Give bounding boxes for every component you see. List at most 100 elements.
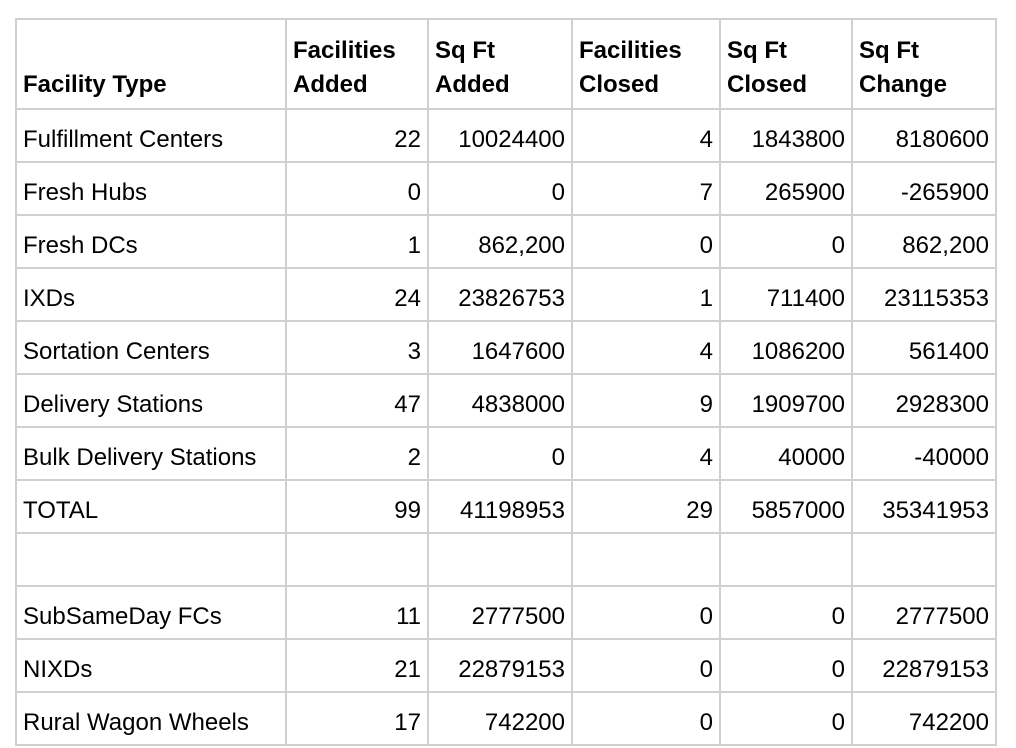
- cell-sqft-closed: 711400: [719, 267, 853, 322]
- header-line: Sq Ft: [727, 37, 787, 64]
- cell-sqft-closed: 5857000: [719, 479, 853, 534]
- cell-facilities-closed: 0: [571, 214, 721, 269]
- cell-sqft-closed: 0: [719, 214, 853, 269]
- facility-table: Facility Type Facilities Added Sq Ft Add…: [15, 18, 997, 746]
- cell-facilities-closed: 4: [571, 320, 721, 375]
- cell-sqft-added: 22879153: [427, 638, 573, 693]
- cell-facility-type: Delivery Stations: [15, 373, 287, 428]
- cell-facilities-closed: 0: [571, 638, 721, 693]
- cell-sqft-added: 10024400: [427, 108, 573, 163]
- cell-facility-type: Rural Wagon Wheels: [15, 691, 287, 746]
- cell-facilities-added: 22: [285, 108, 429, 163]
- cell-facilities-added: 2: [285, 426, 429, 481]
- header-line: Facilities: [579, 37, 682, 64]
- cell-sqft-change: 35341953: [851, 479, 997, 534]
- cell-facilities-closed: 9: [571, 373, 721, 428]
- cell-facilities-closed: 0: [571, 691, 721, 746]
- cell-facilities-added: 17: [285, 691, 429, 746]
- header-line: Closed: [579, 71, 660, 98]
- total-row: TOTAL 99 41198953 29 5857000 35341953: [15, 479, 997, 534]
- cell-sqft-closed: 1909700: [719, 373, 853, 428]
- cell-sqft-added: 0: [427, 161, 573, 216]
- header-facilities-added: Facilities Added: [285, 18, 429, 110]
- cell-sqft-change: [851, 532, 997, 587]
- table-row: IXDs 24 23826753 1 711400 23115353: [15, 267, 997, 322]
- cell-facilities-closed: 1: [571, 267, 721, 322]
- table-row: Fresh Hubs 0 0 7 265900 -265900: [15, 161, 997, 216]
- cell-facilities-added: 47: [285, 373, 429, 428]
- header-row: Facility Type Facilities Added Sq Ft Add…: [15, 18, 997, 110]
- cell-sqft-change: 8180600: [851, 108, 997, 163]
- cell-sqft-closed: [719, 532, 853, 587]
- empty-row: [15, 532, 997, 587]
- cell-facilities-added: [285, 532, 429, 587]
- cell-facilities-closed: 4: [571, 426, 721, 481]
- cell-facilities-added: 0: [285, 161, 429, 216]
- cell-sqft-change: 561400: [851, 320, 997, 375]
- cell-sqft-added: 23826753: [427, 267, 573, 322]
- cell-facilities-closed: [571, 532, 721, 587]
- header-sqft-closed: Sq Ft Closed: [719, 18, 853, 110]
- table-row: Fulfillment Centers 22 10024400 4 184380…: [15, 108, 997, 163]
- table-row: Fresh DCs 1 862,200 0 0 862,200: [15, 214, 997, 269]
- cell-sqft-closed: 1843800: [719, 108, 853, 163]
- cell-facilities-added: 24: [285, 267, 429, 322]
- cell-facility-type: SubSameDay FCs: [15, 585, 287, 640]
- cell-sqft-change: 2777500: [851, 585, 997, 640]
- header-line: Closed: [727, 71, 808, 98]
- cell-sqft-added: 742200: [427, 691, 573, 746]
- header-line: Facility Type: [23, 71, 167, 98]
- header-line: Sq Ft: [435, 37, 495, 64]
- table-row: Rural Wagon Wheels 17 742200 0 0 742200: [15, 691, 997, 746]
- cell-sqft-closed: 0: [719, 691, 853, 746]
- header-sqft-added: Sq Ft Added: [427, 18, 573, 110]
- cell-sqft-added: 862,200: [427, 214, 573, 269]
- cell-facilities-added: 99: [285, 479, 429, 534]
- table-row: Bulk Delivery Stations 2 0 4 40000 -4000…: [15, 426, 997, 481]
- cell-facilities-added: 21: [285, 638, 429, 693]
- table-row: Delivery Stations 47 4838000 9 1909700 2…: [15, 373, 997, 428]
- header-facilities-closed: Facilities Closed: [571, 18, 721, 110]
- cell-facilities-closed: 4: [571, 108, 721, 163]
- cell-facilities-closed: 29: [571, 479, 721, 534]
- cell-sqft-change: -265900: [851, 161, 997, 216]
- cell-facility-type: NIXDs: [15, 638, 287, 693]
- cell-sqft-closed: 0: [719, 638, 853, 693]
- cell-facility-type: TOTAL: [15, 479, 287, 534]
- table-row: Sortation Centers 3 1647600 4 1086200 56…: [15, 320, 997, 375]
- cell-facility-type: Fresh Hubs: [15, 161, 287, 216]
- cell-sqft-added: 2777500: [427, 585, 573, 640]
- cell-sqft-added: 0: [427, 426, 573, 481]
- header-sqft-change: Sq Ft Change: [851, 18, 997, 110]
- cell-facility-type: Fresh DCs: [15, 214, 287, 269]
- cell-sqft-closed: 40000: [719, 426, 853, 481]
- cell-sqft-added: [427, 532, 573, 587]
- cell-sqft-change: -40000: [851, 426, 997, 481]
- cell-facilities-added: 11: [285, 585, 429, 640]
- cell-sqft-added: 4838000: [427, 373, 573, 428]
- table-row: NIXDs 21 22879153 0 0 22879153: [15, 638, 997, 693]
- cell-sqft-closed: 1086200: [719, 320, 853, 375]
- header-facility-type: Facility Type: [15, 18, 287, 110]
- cell-sqft-closed: 265900: [719, 161, 853, 216]
- cell-facility-type: Bulk Delivery Stations: [15, 426, 287, 481]
- header-line: Added: [293, 71, 368, 98]
- cell-facility-type: [15, 532, 287, 587]
- cell-facility-type: Fulfillment Centers: [15, 108, 287, 163]
- table-row: SubSameDay FCs 11 2777500 0 0 2777500: [15, 585, 997, 640]
- cell-sqft-added: 1647600: [427, 320, 573, 375]
- header-line: Added: [435, 71, 510, 98]
- cell-facility-type: Sortation Centers: [15, 320, 287, 375]
- cell-facilities-added: 3: [285, 320, 429, 375]
- header-line: Sq Ft: [859, 37, 919, 64]
- cell-sqft-change: 862,200: [851, 214, 997, 269]
- cell-facilities-added: 1: [285, 214, 429, 269]
- cell-facilities-closed: 0: [571, 585, 721, 640]
- cell-facility-type: IXDs: [15, 267, 287, 322]
- cell-sqft-change: 742200: [851, 691, 997, 746]
- header-line: Change: [859, 71, 948, 98]
- cell-facilities-closed: 7: [571, 161, 721, 216]
- header-line: Facilities: [293, 37, 396, 64]
- cell-sqft-change: 2928300: [851, 373, 997, 428]
- cell-sqft-closed: 0: [719, 585, 853, 640]
